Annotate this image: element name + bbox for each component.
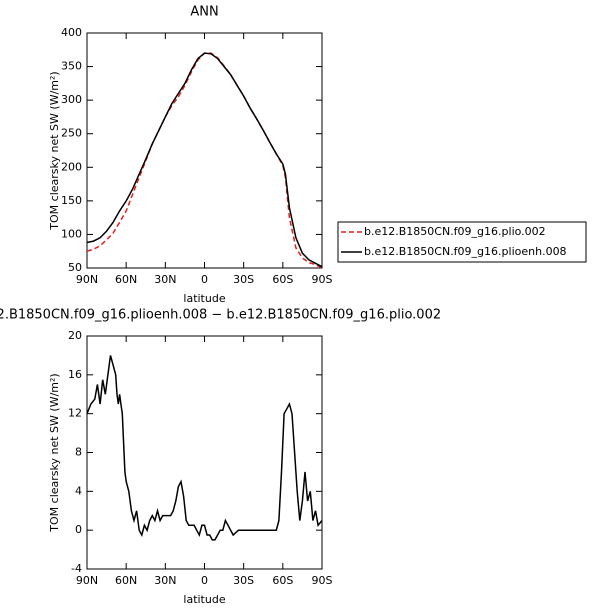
data-line — [86, 52, 323, 269]
y-tick-label: 20 — [68, 329, 82, 342]
x-tick-label: 90S — [312, 574, 333, 587]
y-tick-label: 50 — [68, 261, 82, 274]
y-tick-label: 16 — [68, 368, 82, 381]
y-tick-label: 250 — [61, 127, 82, 140]
y-tick-label: 400 — [61, 26, 82, 39]
x-axis-label: latitude — [183, 292, 225, 305]
x-tick-label: 30N — [154, 273, 176, 286]
y-tick-label: 300 — [61, 93, 82, 106]
plot-frame — [86, 335, 323, 570]
x-tick-label: 60N — [115, 273, 137, 286]
legend-box — [337, 221, 587, 263]
y-tick-label: 0 — [75, 523, 82, 536]
y-tick-label: 12 — [68, 407, 82, 420]
x-tick-label: 90S — [312, 273, 333, 286]
x-tick-label: 60S — [272, 574, 293, 587]
x-tick-label: 90N — [76, 273, 98, 286]
y-tick-label: 350 — [61, 60, 82, 73]
y-axis-label: TOM clearsky net SW (W/m²) — [48, 71, 61, 230]
x-tick-label: 30S — [233, 273, 254, 286]
chart-title: b.e12.B1850CN.f09_g16.plioenh.008 − b.e1… — [0, 308, 441, 323]
chart-title: ANN — [190, 5, 218, 20]
x-tick-label: 0 — [201, 273, 208, 286]
y-tick-label: 8 — [75, 446, 82, 459]
y-axis-label: TOM clearsky net SW (W/m²) — [48, 373, 61, 532]
y-tick-label: 150 — [61, 194, 82, 207]
x-tick-label: 60S — [272, 273, 293, 286]
y-tick-label: 4 — [75, 484, 82, 497]
data-line — [86, 52, 323, 268]
x-tick-label: 0 — [201, 574, 208, 587]
plot-frame — [86, 32, 323, 269]
y-tick-label: 100 — [61, 227, 82, 240]
legend-label: b.e12.B1850CN.f09_g16.plioenh.008 — [364, 245, 567, 258]
y-tick-label: 200 — [61, 160, 82, 173]
legend-label: b.e12.B1850CN.f09_g16.plio.002 — [364, 225, 546, 238]
x-tick-label: 60N — [115, 574, 137, 587]
x-tick-label: 30S — [233, 574, 254, 587]
x-tick-label: 90N — [76, 574, 98, 587]
data-line — [86, 355, 323, 541]
x-tick-label: 30N — [154, 574, 176, 587]
y-tick-label: -4 — [71, 562, 82, 575]
x-axis-label: latitude — [183, 593, 225, 606]
